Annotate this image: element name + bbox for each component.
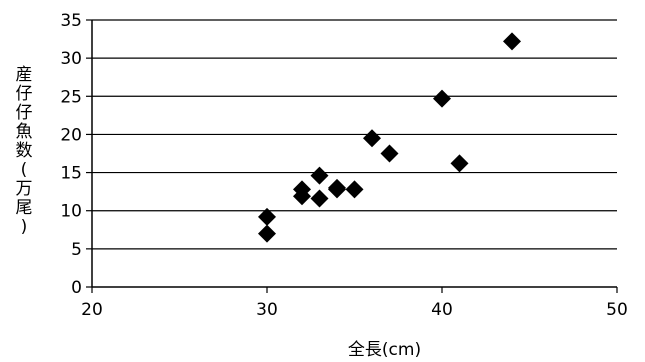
x-tick-label: 20 [81, 300, 103, 320]
y-tick-labels: 0 5 10 15 20 25 30 35 [60, 11, 82, 298]
data-point-diamond [258, 224, 276, 243]
y-axis-title: 産仔仔魚数(万尾) [16, 65, 33, 237]
data-point-diamond [310, 189, 329, 208]
axes [91, 20, 617, 288]
y-tick-label: 25 [60, 87, 82, 107]
data-points [258, 32, 521, 243]
x-tick-label: 50 [606, 300, 628, 320]
data-point-diamond [310, 166, 329, 185]
data-point-diamond [293, 180, 311, 199]
x-axis-title: 全長(cm) [348, 340, 421, 360]
data-point-diamond [450, 154, 469, 173]
data-point-diamond [328, 178, 346, 197]
x-tick-label: 30 [256, 300, 278, 320]
y-tick-label: 0 [71, 278, 82, 298]
y-tick-label: 30 [60, 49, 82, 69]
data-point-diamond [363, 129, 381, 148]
y-tick-label: 35 [60, 11, 82, 31]
y-tick-label: 15 [60, 164, 82, 184]
y-tick-label: 20 [60, 125, 82, 145]
x-tick-label: 40 [431, 300, 453, 320]
y-tick-label: 10 [60, 202, 82, 222]
data-point-diamond [345, 180, 364, 199]
data-point-diamond [503, 32, 521, 51]
x-tick-labels: 20 30 40 50 [81, 300, 628, 320]
data-point-diamond [433, 89, 451, 108]
gridlines [86, 19, 618, 293]
data-point-diamond [258, 207, 276, 226]
y-tick-label: 5 [71, 240, 82, 260]
data-point-diamond [380, 144, 399, 163]
